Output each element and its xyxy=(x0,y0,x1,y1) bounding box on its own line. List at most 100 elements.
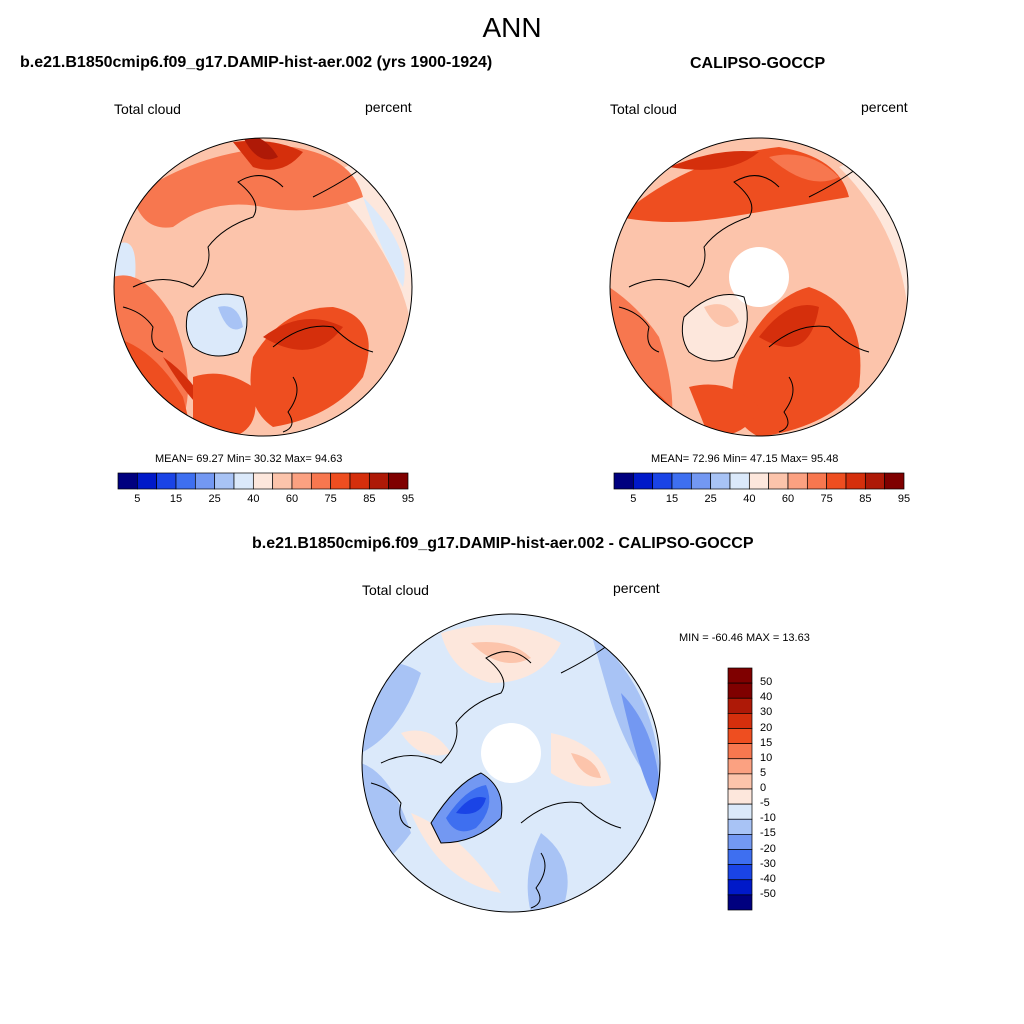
panel3-colorbar-tick-label: -40 xyxy=(760,872,776,885)
panel1-colorbar-swatch xyxy=(194,472,216,490)
panel3-colorbar-tick-label: 20 xyxy=(760,721,773,734)
panel1-colorbar-swatch xyxy=(368,472,390,490)
panel2-colorbar-swatches xyxy=(613,472,905,490)
panel2-colorbar-tick-label: 5 xyxy=(630,493,637,505)
panel1-colorbar-tick-label: 60 xyxy=(285,493,299,505)
panel2-colorbar-swatch xyxy=(613,472,634,490)
panel2-colorbar-swatch xyxy=(787,472,808,490)
panel2-title: CALIPSO-GOCCP xyxy=(690,55,826,72)
panel3-colorbar-swatch xyxy=(727,667,753,684)
panel3-colorbar-tick-label: -30 xyxy=(760,857,776,870)
panel3-colorbar-swatches xyxy=(727,667,753,911)
panel3-colorbar-swatch xyxy=(727,834,753,850)
panel3-colorbar-tick-label: -5 xyxy=(760,797,770,810)
panel3-colorbar-tick-label: 40 xyxy=(760,691,773,704)
panel3-colorbar-tick-label: -50 xyxy=(760,887,776,900)
panel1-colorbar-swatch xyxy=(214,472,235,490)
panel1-polar-map xyxy=(113,137,413,437)
panel3-units-label: percent xyxy=(613,580,660,596)
panel3-colorbar-swatch xyxy=(727,713,753,729)
panel3-variable-label: Total cloud xyxy=(362,582,429,598)
panel3-colorbar-swatch xyxy=(727,788,753,805)
panel1-colorbar-swatch xyxy=(330,472,351,490)
panel2-colorbar-swatch xyxy=(710,472,731,490)
panel2-colorbar-ticks: 5 15 25 40 60 75 85 95 xyxy=(614,493,910,507)
panel2-polar-map xyxy=(609,137,909,437)
panel1-colorbar-ticks: 5 15 25 40 60 75 85 95 xyxy=(118,493,414,507)
panel2-colorbar-swatch xyxy=(671,472,692,490)
panel3-colorbar-swatch xyxy=(727,864,753,881)
panel1-colorbar-swatch xyxy=(349,472,370,490)
panel2-units-label: percent xyxy=(861,99,908,115)
panel1-colorbar-swatch xyxy=(272,472,293,490)
panel3-colorbar-tick-label: 0 xyxy=(760,782,767,794)
panel3-colorbar-tick-label: 15 xyxy=(760,736,773,749)
panel3-colorbar-tick-label: 5 xyxy=(760,766,767,779)
panel1-title: b.e21.B1850cmip6.f09_g17.DAMIP-hist-aer.… xyxy=(20,54,493,71)
panel3-colorbar-ticks: 50 40 30 20 15 10 5 0 -5 -10 -15 -20 -30 -40 -50 xyxy=(760,668,800,910)
panel3-colorbar-swatch xyxy=(727,879,753,896)
panel2-colorbar-swatch xyxy=(729,472,750,490)
panel1-colorbar-swatch xyxy=(252,472,274,490)
panel1-colorbar-tick-label: 25 xyxy=(208,493,221,505)
panel2-colorbar-swatch xyxy=(884,472,905,490)
panel3-stats: MIN = -60.46 MAX = 13.63 xyxy=(679,632,810,644)
panel2-colorbar-tick-label: 25 xyxy=(704,493,717,505)
panel2-colorbar-tick-label: 15 xyxy=(665,493,679,505)
panel3-colorbar-swatch xyxy=(727,697,753,714)
panel3-colorbar-swatch xyxy=(727,682,753,699)
panel2-colorbar-swatch xyxy=(826,472,847,490)
panel1-colorbar-swatch xyxy=(291,472,312,490)
panel2-colorbar-swatch xyxy=(768,472,789,490)
panel3-colorbar-swatch xyxy=(727,849,753,865)
panel3-colorbar-tick-label: -15 xyxy=(760,827,776,840)
panel1-colorbar-swatch xyxy=(136,472,158,490)
main-title: ANN xyxy=(482,12,542,43)
panel1-variable-label: Total cloud xyxy=(114,101,181,117)
panel1-colorbar-swatch xyxy=(117,472,138,490)
panel2-colorbar-swatch xyxy=(690,472,712,490)
panel3-colorbar-tick-label: 50 xyxy=(760,676,773,689)
panel1-colorbar-swatch xyxy=(310,472,332,490)
panel1-colorbar-tick-label: 5 xyxy=(134,493,141,505)
panel2-colorbar-swatch xyxy=(632,472,654,490)
panel3-colorbar-swatch xyxy=(727,803,753,820)
panel3-colorbar-tick-label: 10 xyxy=(760,751,773,764)
panel2-colorbar-swatch xyxy=(748,472,770,490)
panel3-colorbar-tick-label: -10 xyxy=(760,812,776,825)
panel1-stats: MEAN= 69.27 Min= 30.32 Max= 94.63 xyxy=(155,453,343,465)
panel3-colorbar-tick-label: -20 xyxy=(760,842,776,855)
panel2-colorbar-swatch xyxy=(864,472,886,490)
panel1-units-label: percent xyxy=(365,99,412,115)
panel3-colorbar-swatch xyxy=(727,743,753,760)
panel1-colorbar-tick-label: 95 xyxy=(401,493,415,505)
panel3-colorbar-swatch xyxy=(727,773,753,790)
panel2-colorbar xyxy=(613,472,905,490)
panel2-colorbar-tick-label: 85 xyxy=(859,493,872,505)
panel2-colorbar-swatch xyxy=(652,472,673,490)
panel3-colorbar-swatch xyxy=(727,728,753,744)
panel3-colorbar-swatch xyxy=(727,894,753,911)
panel2-colorbar-tick-label: 60 xyxy=(781,493,795,505)
panel2-colorbar-swatch xyxy=(845,472,866,490)
panel2-colorbar-swatch xyxy=(806,472,828,490)
panel1-colorbar-swatch xyxy=(156,472,177,490)
panel2-variable-label: Total cloud xyxy=(610,101,677,117)
panel3-title: b.e21.B1850cmip6.f09_g17.DAMIP-hist-aer.… xyxy=(252,535,754,552)
panel1-colorbar-swatch xyxy=(175,472,196,490)
panel3-colorbar-swatch xyxy=(727,758,753,775)
panel2-colorbar-tick-label: 40 xyxy=(743,493,756,505)
panel2-colorbar-tick-label: 75 xyxy=(820,493,833,505)
panel3-polar-map xyxy=(361,613,661,913)
panel2-stats: MEAN= 72.96 Min= 47.15 Max= 95.48 xyxy=(651,453,839,465)
panel1-colorbar-tick-label: 75 xyxy=(324,493,337,505)
panel1-colorbar-tick-label: 40 xyxy=(247,493,260,505)
panel2-colorbar-tick-label: 95 xyxy=(897,493,911,505)
panel1-colorbar-swatch xyxy=(388,472,409,490)
panel1-colorbar-tick-label: 85 xyxy=(363,493,376,505)
panel3-colorbar-tick-label: 30 xyxy=(760,706,773,719)
panel3-colorbar xyxy=(727,667,753,911)
panel3-colorbar-swatch xyxy=(727,818,753,835)
panel1-colorbar xyxy=(117,472,409,490)
panel1-colorbar-swatches xyxy=(117,472,409,490)
